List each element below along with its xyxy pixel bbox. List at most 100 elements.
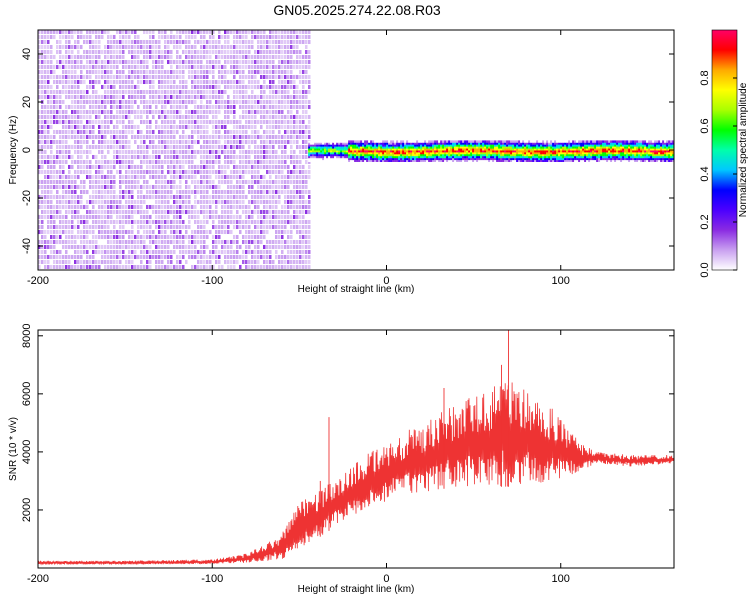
spectrogram-cell (227, 110, 230, 114)
spectrogram-cell (56, 45, 59, 49)
spectrogram-cell (134, 55, 137, 59)
spectrogram-cell (269, 210, 272, 214)
spectrogram-cell (263, 145, 266, 149)
spectrogram-cell (161, 260, 164, 264)
spectrogram-cell (125, 265, 128, 269)
spectrogram-band-cell (316, 144, 319, 147)
spectrogram-cell (53, 240, 56, 244)
spectrogram-band-cell (468, 159, 471, 162)
spectrogram-cell (113, 195, 116, 199)
spectrogram-cell (209, 175, 212, 179)
spectrogram-cell (299, 165, 302, 169)
spectrogram-cell (131, 215, 134, 219)
spectrogram-cell (44, 35, 47, 39)
spectrogram-band-cell (342, 150, 345, 153)
spectrogram-cell (170, 205, 173, 209)
spectrogram-cell (74, 70, 77, 74)
spectrogram-cell (257, 260, 260, 264)
spectrogram-band-cell (416, 144, 419, 147)
spectrogram-cell (59, 155, 62, 159)
spectrogram-cell (152, 85, 155, 89)
spectrogram-band-cell (452, 150, 455, 153)
spectrogram-cell (251, 40, 254, 44)
spectrogram-band-cell (322, 144, 325, 147)
spectrogram-cell (53, 175, 56, 179)
spectrogram-band-cell (474, 144, 477, 147)
spectrogram-cell (209, 265, 212, 269)
spectrogram-cell (230, 260, 233, 264)
spectrogram-cell (95, 80, 98, 84)
spectrogram-cell (218, 60, 221, 64)
spectrogram-band-cell (404, 140, 407, 143)
spectrogram-cell (89, 75, 92, 79)
spectrogram-cell (74, 120, 77, 124)
spectrogram-cell (263, 220, 266, 224)
spectrogram-cell (122, 55, 125, 59)
spectrogram-band-cell (340, 148, 343, 151)
spectrogram-cell (218, 180, 221, 184)
spectrogram-cell (179, 260, 182, 264)
spectrogram-cell (179, 175, 182, 179)
spectrogram-cell (191, 240, 194, 244)
spectrogram-cell (257, 45, 260, 49)
spectrogram-cell (140, 50, 143, 54)
spectrogram-cell (275, 85, 278, 89)
spectrogram-cell (173, 195, 176, 199)
spectrogram-cell (161, 175, 164, 179)
spectrogram-cell (155, 100, 158, 104)
spectrogram-cell (86, 230, 89, 234)
spectrogram-band-cell (430, 148, 433, 151)
spectrogram-band-cell (408, 146, 411, 149)
spectrogram-cell (143, 265, 146, 269)
spectrogram-cell (218, 185, 221, 189)
spectrogram-cell (272, 95, 275, 99)
spectrogram-band-cell (410, 146, 413, 149)
spectrogram-cell (173, 125, 176, 129)
spectrogram-band-cell (394, 151, 397, 155)
spectrogram-cell (302, 110, 305, 114)
spectrogram-cell (119, 85, 122, 89)
spectrogram-cell (248, 110, 251, 114)
spectrogram-band-cell (480, 144, 483, 147)
spectrogram-band-cell (448, 157, 451, 161)
spectrogram-cell (128, 140, 131, 144)
spectrogram-cell (101, 125, 104, 129)
spectrogram-cell (239, 230, 242, 234)
spectrogram-cell (137, 240, 140, 244)
spectrogram-cell (206, 170, 209, 174)
spectrogram-cell (122, 255, 125, 259)
spectrogram-cell (131, 30, 134, 34)
spectrogram-cell (218, 70, 221, 74)
spectrogram-band-cell (468, 153, 471, 157)
spectrogram-cell (89, 195, 92, 199)
spectrogram-band-cell (316, 155, 319, 159)
spectrogram-cell (281, 85, 284, 89)
spectrogram-cell (182, 70, 185, 74)
spectrogram-cell (221, 50, 224, 54)
spectrogram-cell (218, 165, 221, 169)
spectrogram-cell (233, 235, 236, 239)
spectrogram-band-cell (352, 146, 355, 149)
spectrogram-cell (302, 245, 305, 249)
spectrogram-cell (137, 190, 140, 194)
spectrogram-cell (107, 35, 110, 39)
spectrogram-cell (104, 250, 107, 254)
spectrogram-band-cell (428, 140, 431, 143)
spectrogram-cell (95, 90, 98, 94)
spectrogram-cell (50, 125, 53, 129)
spectrogram-cell (215, 155, 218, 159)
spectrogram-cell (176, 100, 179, 104)
spectrogram-band-cell (502, 146, 505, 149)
spectrogram-cell (101, 70, 104, 74)
spectrogram-cell (254, 205, 257, 209)
spectrogram-band-cell (454, 140, 457, 143)
spectrogram-band-cell (308, 155, 311, 159)
spectrogram-cell (107, 205, 110, 209)
spectrogram-cell (83, 185, 86, 189)
spectrogram-cell (308, 30, 311, 34)
spectrogram-cell (275, 235, 278, 239)
spectrogram-cell (47, 190, 50, 194)
spectrogram-band-cell (456, 157, 459, 161)
spectrogram-cell (92, 175, 95, 179)
spectrogram-cell (86, 215, 89, 219)
